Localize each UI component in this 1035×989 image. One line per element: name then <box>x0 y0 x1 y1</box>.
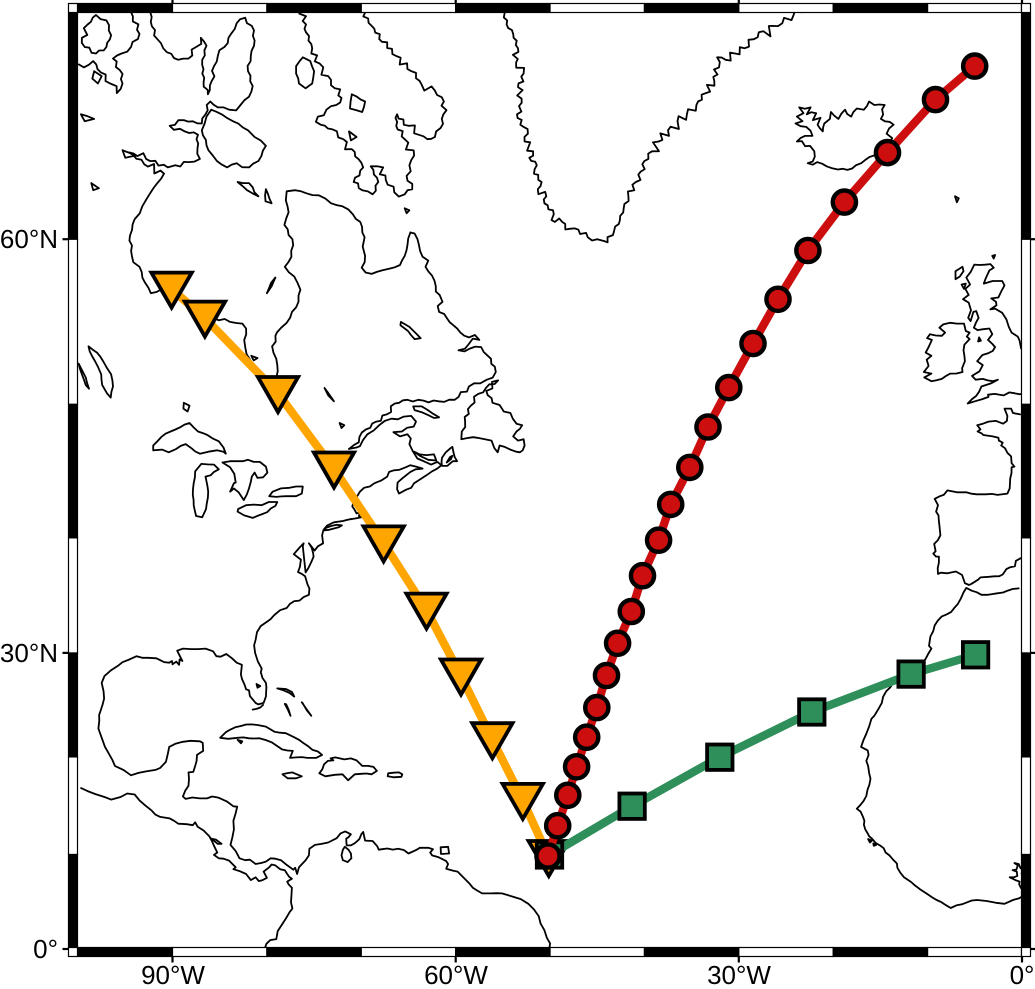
svg-text:30°N: 30°N <box>0 638 58 668</box>
svg-text:60°N: 60°N <box>0 224 58 254</box>
svg-text:90°W: 90°W <box>141 960 205 989</box>
svg-text:0°: 0° <box>1010 960 1035 989</box>
svg-text:0°: 0° <box>33 934 58 964</box>
svg-text:60°W: 60°W <box>424 960 488 989</box>
svg-text:30°W: 30°W <box>707 960 771 989</box>
